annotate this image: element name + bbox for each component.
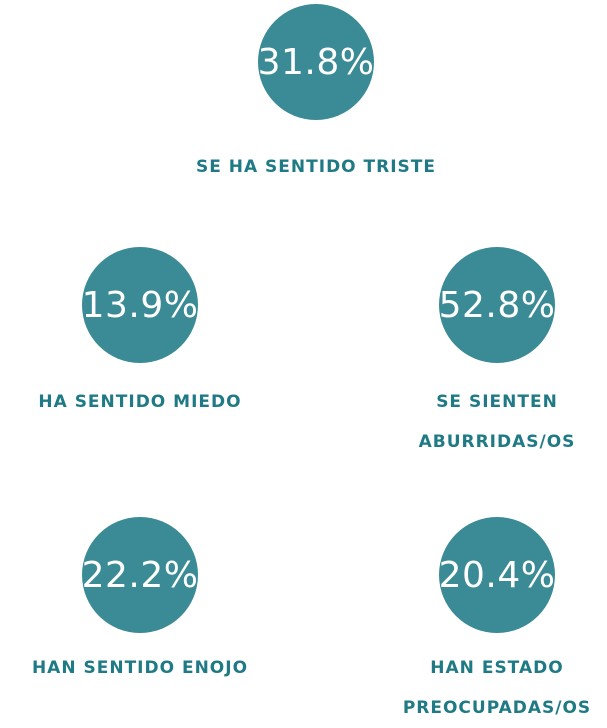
stat-value: 22.2% bbox=[81, 554, 199, 596]
stat-label: SE HA SENTIDO TRISTE bbox=[195, 157, 437, 177]
stat-value: 13.9% bbox=[81, 284, 199, 326]
stat-value: 20.4% bbox=[438, 554, 556, 596]
stat-label: HAN ESTADO PREOCUPADAS/OS bbox=[402, 658, 592, 718]
stat-circle: 22.2% bbox=[82, 517, 198, 633]
stat-circle: 20.4% bbox=[439, 517, 555, 633]
stat-circle: 13.9% bbox=[82, 247, 198, 363]
stat-label: HA SENTIDO MIEDO bbox=[38, 392, 242, 412]
stat-label: SE SIENTEN ABURRIDAS/OS bbox=[418, 392, 576, 452]
stat-circle: 31.8% bbox=[258, 4, 374, 120]
stat-circle: 52.8% bbox=[439, 247, 555, 363]
stat-label: HAN SENTIDO ENOJO bbox=[31, 658, 249, 678]
stat-value: 52.8% bbox=[438, 284, 556, 326]
stat-value: 31.8% bbox=[257, 41, 375, 83]
